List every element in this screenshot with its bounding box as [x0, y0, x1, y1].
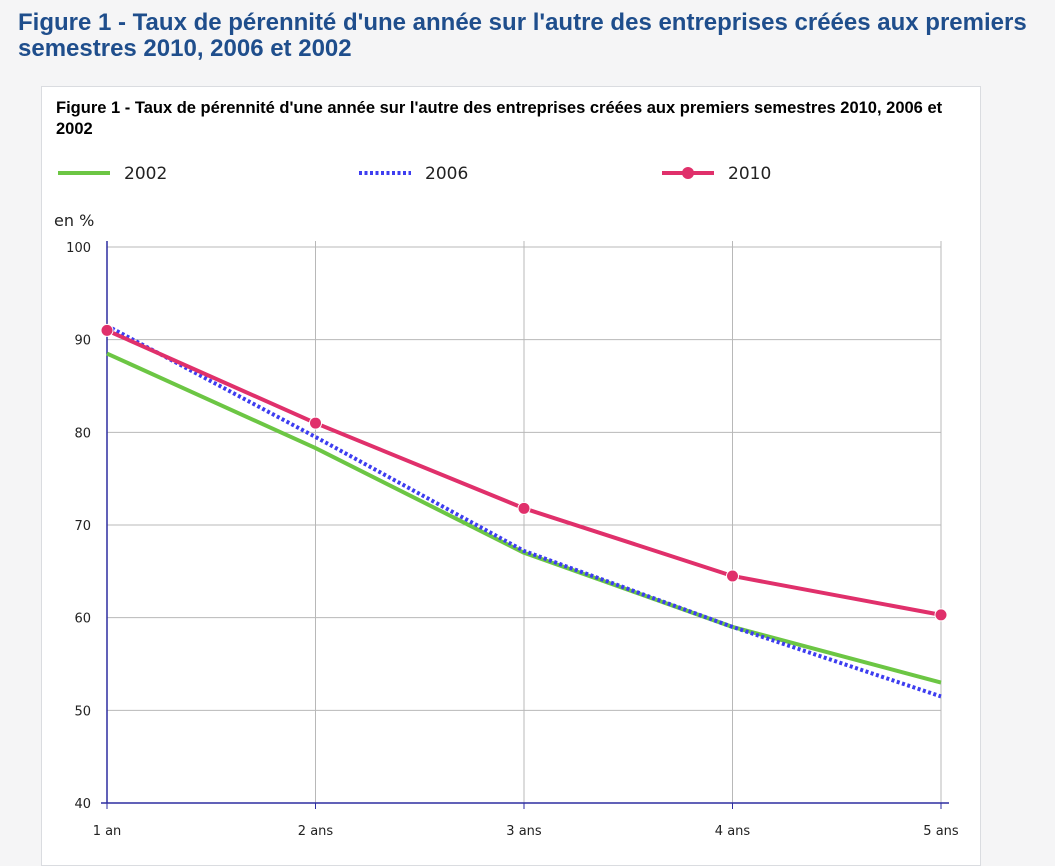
y-unit-label: en %	[54, 211, 94, 230]
y-tick-label: 70	[74, 519, 91, 534]
x-tick-label: 5 ans	[923, 824, 959, 839]
x-tick-label: 4 ans	[715, 824, 751, 839]
chart-card: Figure 1 - Taux de pérennité d'une année…	[41, 86, 981, 866]
legend-label-2010: 2010	[728, 164, 771, 184]
y-tick-label: 60	[74, 612, 91, 627]
y-tick-label: 40	[74, 797, 91, 812]
legend-marker-2010	[682, 167, 694, 179]
x-tick-label: 3 ans	[506, 824, 542, 839]
y-tick-label: 100	[66, 241, 91, 256]
legend-label-2006: 2006	[425, 164, 468, 184]
y-tick-label: 50	[74, 704, 91, 719]
data-point-2010	[100, 323, 114, 337]
data-point-2010	[726, 569, 739, 583]
legend-label-2002: 2002	[124, 164, 167, 184]
page-heading: Figure 1 - Taux de pérennité d'une année…	[18, 9, 1027, 62]
data-point-2010	[309, 416, 322, 430]
series-line-2006	[106, 324, 942, 699]
chart-title: Figure 1 - Taux de pérennité d'une année…	[56, 99, 943, 138]
x-tick-label: 1 an	[93, 824, 122, 839]
y-tick-label: 90	[74, 334, 91, 349]
y-tick-label: 80	[74, 426, 91, 441]
data-point-2010	[517, 501, 531, 515]
data-point-2010	[934, 608, 948, 622]
x-tick-label: 2 ans	[298, 824, 334, 839]
